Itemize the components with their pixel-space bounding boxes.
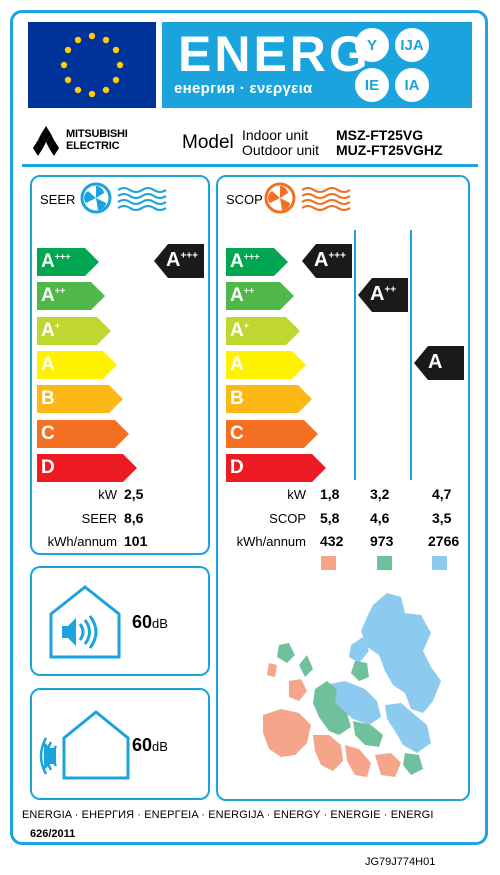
energy-word: ENERG: [178, 26, 371, 82]
heating-scale-bar: A+: [226, 316, 300, 345]
heating-kwh-label: kWh/annum: [236, 534, 306, 549]
cooling-scale-bar: A+: [37, 316, 111, 345]
outdoor-noise-value: 60dB: [132, 735, 168, 755]
outdoor-noise-panel: [30, 688, 210, 800]
model-label: Model: [182, 132, 234, 153]
cooling-scale-label: B: [41, 388, 55, 410]
heating-scale-bar: B: [226, 385, 312, 414]
heating-class-label-warm: A: [428, 351, 443, 373]
heating-cold-kw: 1,8: [320, 486, 340, 502]
heating-scale-label: A++: [230, 285, 255, 307]
lang-badge-y: Y: [355, 28, 389, 62]
cooling-scale-label: A: [41, 353, 55, 375]
heating-class-label-cold: A+++: [314, 249, 346, 271]
cooling-scale-bar: A++: [37, 282, 105, 311]
cooling-scale-bar: C: [37, 419, 129, 448]
heating-scale-bar: A++: [226, 282, 294, 311]
lang-badge-ia: IA: [395, 68, 429, 102]
heating-cold-kwh: 432: [320, 533, 344, 549]
diamonds-icon: [33, 126, 59, 156]
heating-scale-bar: A: [226, 350, 306, 379]
cooling-scale-bar: A: [37, 350, 117, 379]
cooling-seer-label: SEER: [81, 511, 117, 526]
cooling-fan-icon: [80, 182, 167, 214]
separator-line: [22, 164, 478, 167]
heating-warm-scop: 3,5: [432, 510, 452, 526]
regulation-number: 626/2011: [30, 828, 76, 840]
lang-badge-ija: IJA: [395, 28, 429, 62]
cooling-scale-label: A++: [41, 285, 66, 307]
column-divider-2: [410, 230, 412, 480]
heating-kw-label: kW: [287, 487, 306, 502]
indoor-speaker-icon: [49, 585, 121, 659]
cooling-kwh-value: 101: [124, 533, 148, 549]
heating-class-label-average: A++: [370, 283, 397, 305]
footer-languages: ENERGIA · ЕНЕРГИЯ · ΕΝΕΡΓΕΙΑ · ENERGIJA …: [22, 809, 434, 821]
heating-panel: [216, 175, 470, 801]
outdoor-speaker-icon: [39, 710, 130, 780]
heating-class-indicator-warm: [414, 346, 464, 380]
heating-fan-icon: [264, 182, 351, 214]
unit-labels: Indoor unit Outdoor unit: [242, 127, 320, 158]
warm-zone-swatch: [432, 556, 447, 570]
heating-scale-bar: D: [226, 453, 326, 482]
heating-scop-label: SCOP: [269, 511, 306, 526]
cold-zone-swatch: [321, 556, 336, 570]
heating-average-scop: 4,6: [370, 510, 390, 526]
heating-scale-label: A+: [230, 319, 249, 341]
cooling-scale-label: C: [41, 422, 55, 444]
cooling-scale-label: D: [41, 456, 55, 478]
eu-flag: [28, 22, 156, 108]
heating-scale-label: C: [230, 422, 244, 444]
heating-scale-label: A+++: [230, 251, 260, 272]
heating-class-indicator-average: [358, 278, 408, 312]
lang-badge-ie: IE: [355, 68, 389, 102]
heating-scale-bar: C: [226, 419, 318, 448]
cooling-scale-bar: B: [37, 385, 123, 414]
heating-scale-label: A: [230, 353, 244, 375]
heating-scale-label: B: [230, 388, 244, 410]
cooling-scale-label: A+++: [41, 251, 71, 272]
indoor-noise-panel: [30, 566, 210, 676]
cooling-class-label: A+++: [166, 249, 198, 271]
cooling-kw-label: kW: [98, 487, 117, 502]
heating-average-kwh: 973: [370, 533, 394, 549]
heating-title: SCOP: [226, 192, 263, 207]
energy-subtitle: енергия · ενεργεια: [174, 80, 313, 97]
cooling-scale-label: A+: [41, 319, 60, 341]
heating-class-indicator-cold: [302, 244, 352, 278]
europe-climate-map: [263, 593, 441, 777]
heating-average-kw: 3,2: [370, 486, 390, 502]
cooling-scale-bar: D: [37, 453, 137, 482]
cooling-kwh-label: kWh/annum: [47, 534, 117, 549]
document-code: JG79J774H01: [365, 856, 436, 868]
model-codes: MSZ-FT25VG MUZ-FT25VGHZ: [336, 127, 443, 158]
cooling-seer-value: 8,6: [124, 510, 144, 526]
heating-scale-bar: A+++: [226, 248, 288, 276]
cooling-panel: [30, 175, 210, 555]
cooling-scale-bar: A+++: [37, 248, 99, 276]
cooling-title: SEER: [40, 192, 76, 207]
heating-warm-kw: 4,7: [432, 486, 452, 502]
indoor-noise-value: 60dB: [132, 612, 168, 632]
column-divider-1: [354, 230, 356, 480]
supplier-name: MITSUBISHI ELECTRIC: [66, 128, 128, 152]
heating-cold-scop: 5,8: [320, 510, 340, 526]
cooling-kw-value: 2,5: [124, 486, 144, 502]
label-frame: [10, 10, 488, 845]
supplier-logo: MITSUBISHI ELECTRIC: [30, 122, 170, 166]
heating-scale-label: D: [230, 456, 244, 478]
cooling-class-indicator: [154, 244, 204, 278]
energy-banner: ENERG енергия · ενεργεια Y IJA IE IA: [162, 22, 472, 108]
average-zone-swatch: [377, 556, 392, 570]
heating-warm-kwh: 2766: [428, 533, 460, 549]
